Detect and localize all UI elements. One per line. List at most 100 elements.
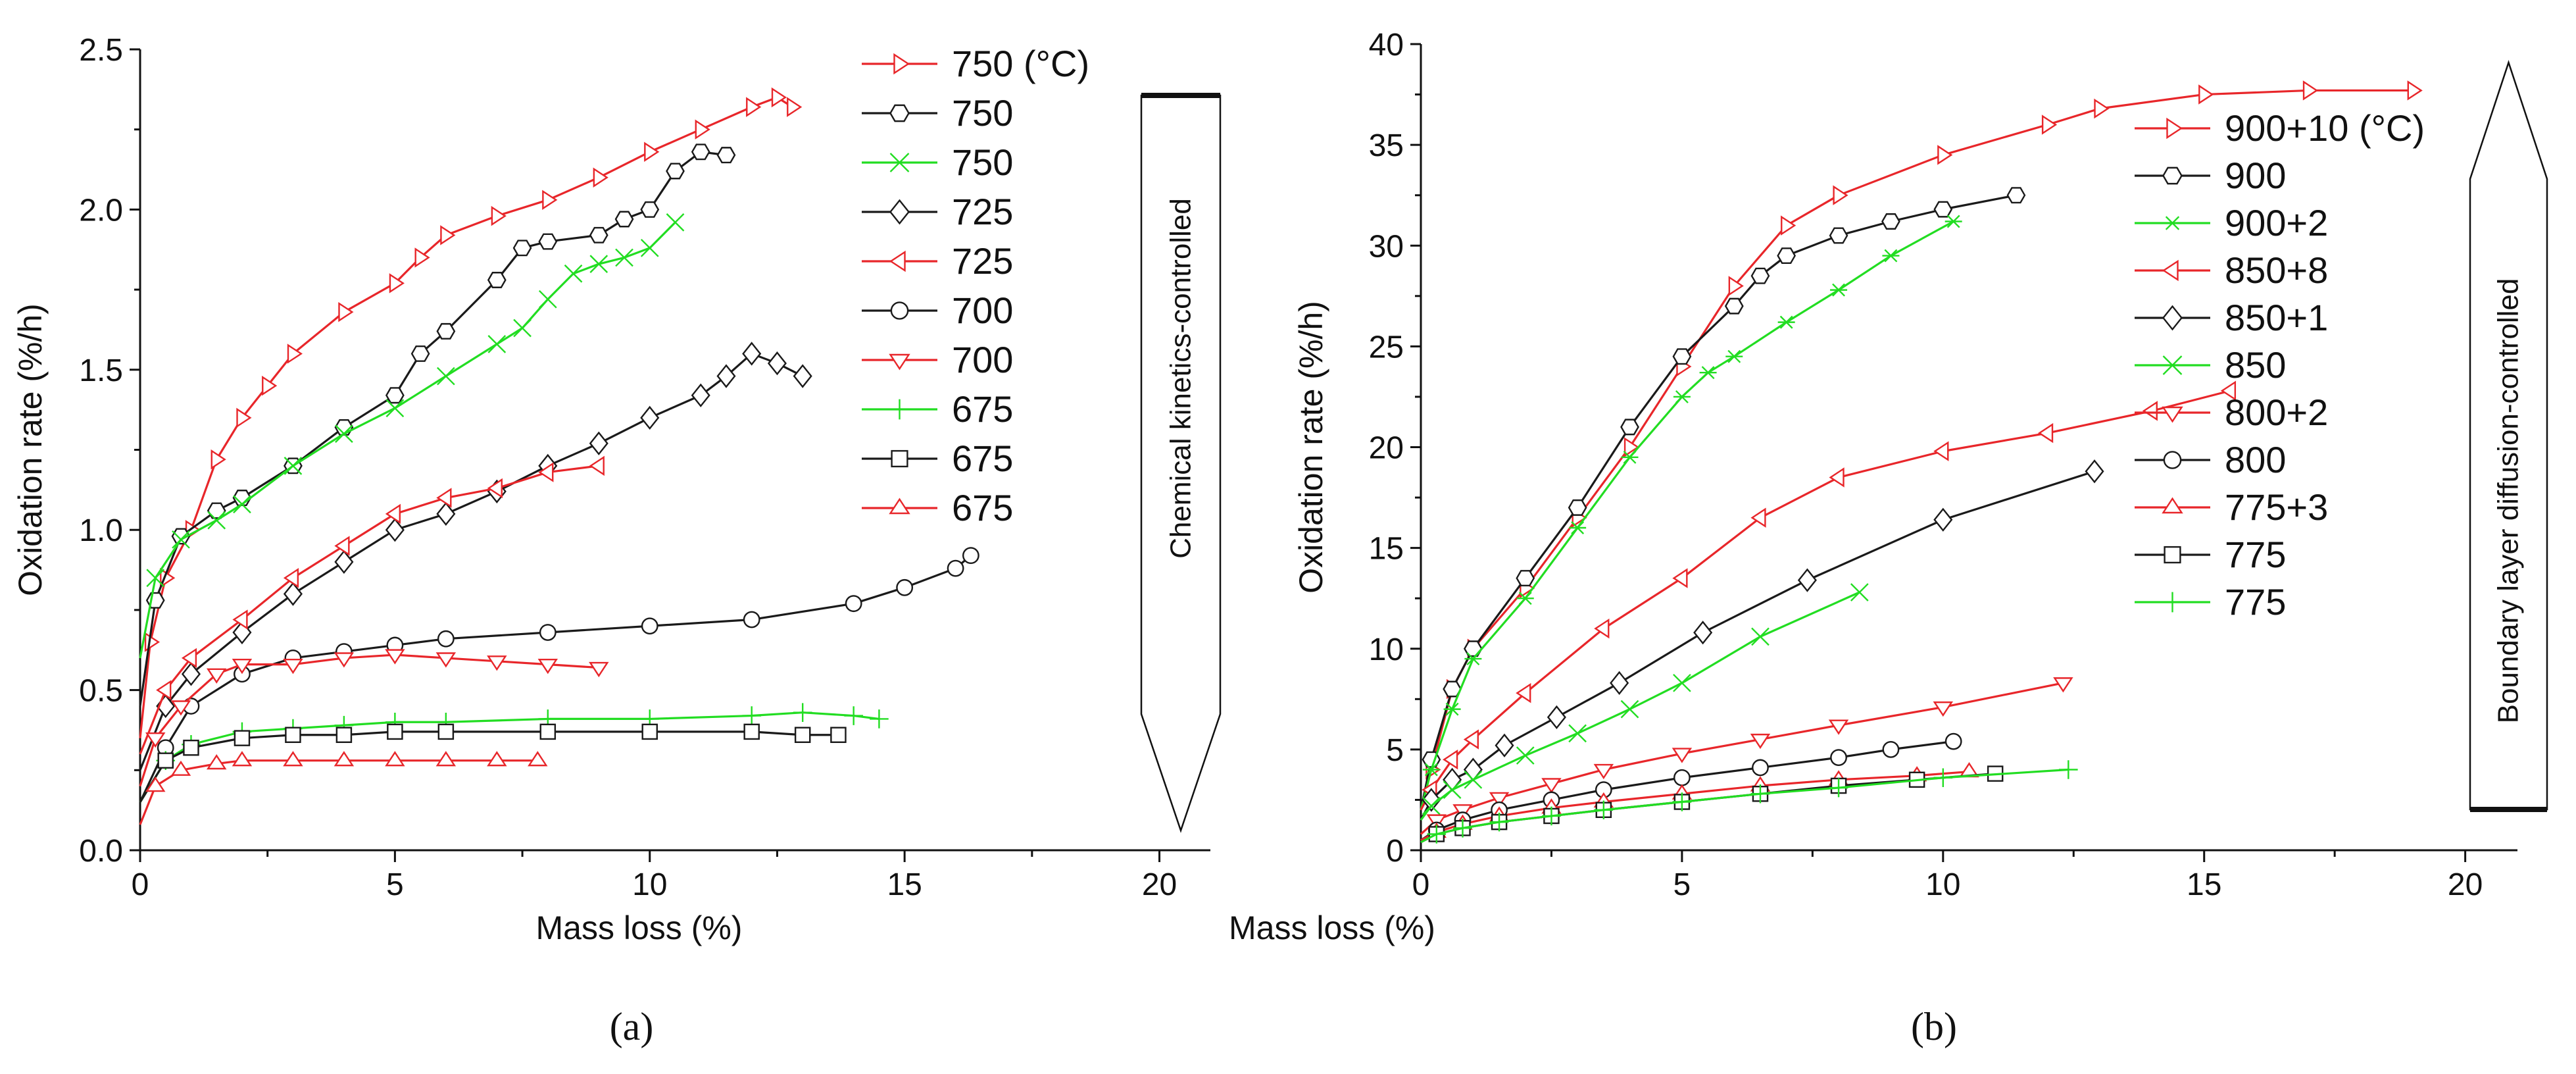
data-point — [487, 751, 507, 767]
data-point — [564, 264, 583, 283]
data-point — [1443, 702, 1461, 716]
data-point — [232, 659, 253, 675]
legend-marker — [2162, 166, 2183, 185]
y-tick-label: 10 — [1369, 632, 1404, 667]
data-point — [589, 455, 605, 476]
data-point — [742, 342, 762, 366]
y-tick-label: 15 — [1369, 532, 1404, 567]
legend-marker — [889, 250, 906, 272]
panel-a-chart: 0 5 10 15 20 0.0 0.5 1.0 1.5 2.0 2.5 Mass loss (%) O… — [12, 33, 1222, 946]
legend-label: 700 — [952, 339, 1013, 380]
data-point — [537, 659, 558, 675]
data-point — [1623, 437, 1640, 457]
series-10 — [1420, 765, 2004, 844]
data-point — [1516, 592, 1534, 605]
legend-label: 800+2 — [2225, 392, 2328, 433]
series-8 — [1420, 732, 1962, 842]
legend-label: 675 — [952, 388, 1013, 430]
series-3 — [139, 213, 685, 659]
data-point — [236, 407, 252, 428]
data-point — [641, 723, 658, 740]
data-point — [435, 751, 457, 767]
series-line — [1420, 194, 2017, 811]
legend-marker — [2162, 259, 2179, 282]
y-tick-label: 30 — [1369, 229, 1404, 264]
data-point — [207, 511, 226, 530]
data-point — [666, 213, 685, 232]
legend-label: 850 — [2225, 344, 2286, 386]
data-point — [2198, 84, 2214, 105]
data-point — [513, 319, 532, 338]
data-point — [542, 190, 558, 211]
y-tick-label: 5 — [1386, 733, 1404, 768]
series-9 — [139, 723, 847, 803]
data-point — [181, 662, 201, 686]
data-point — [767, 351, 787, 376]
data-point — [2006, 187, 2026, 204]
data-point — [491, 205, 507, 226]
data-point — [1568, 724, 1587, 743]
data-point — [1463, 729, 1479, 750]
series-line — [139, 653, 599, 787]
data-point — [1777, 247, 1796, 265]
data-point — [1750, 267, 1770, 284]
data-point — [666, 163, 685, 180]
data-point — [283, 567, 299, 588]
series-line — [139, 96, 793, 738]
series-1 — [139, 87, 803, 738]
data-point — [334, 751, 355, 767]
data-point — [1828, 719, 1849, 735]
series-5 — [1420, 459, 2104, 821]
panel-a-label: (a) — [610, 1005, 654, 1048]
data-point — [436, 501, 456, 526]
data-point — [414, 247, 430, 268]
legend: 750 (°C) 750 750 725 725 700 700 675 675 675 — [862, 43, 1089, 528]
data-point — [1829, 227, 1848, 244]
series-11 — [1420, 760, 2078, 844]
data-point — [385, 387, 405, 404]
legend-marker — [2162, 355, 2183, 375]
legend-label: 750 — [952, 92, 1013, 134]
legend-label: 900 — [2225, 155, 2286, 196]
data-point — [793, 703, 812, 722]
legend-label: 675 — [952, 438, 1013, 479]
legend-marker — [2162, 497, 2183, 514]
data-point — [640, 405, 660, 430]
data-point — [615, 248, 633, 267]
data-point — [845, 595, 862, 613]
series-7 — [1420, 677, 2073, 835]
y-tick-label: 20 — [1369, 431, 1404, 466]
data-point — [437, 367, 455, 386]
series-line — [1420, 390, 2231, 811]
data-point — [487, 335, 507, 353]
data-point — [743, 723, 760, 740]
data-point — [1724, 297, 1744, 315]
data-point — [771, 87, 787, 108]
data-point — [640, 201, 660, 218]
data-point — [283, 582, 303, 606]
data-point — [1750, 784, 1770, 804]
data-point — [538, 233, 558, 250]
data-point — [389, 273, 405, 294]
y-axis-label: Oxidation rate (%/h) — [12, 303, 49, 596]
legend-label: 900+2 — [2225, 202, 2328, 243]
data-point — [1542, 806, 1561, 826]
data-point — [211, 449, 226, 470]
data-point — [1489, 812, 1509, 832]
data-point — [334, 536, 350, 556]
data-point — [538, 462, 554, 482]
data-point — [1829, 467, 1845, 488]
data-point — [1833, 185, 1848, 205]
x-tick-label: 15 — [887, 867, 922, 902]
data-point — [1693, 621, 1713, 645]
x-tick-label: 10 — [632, 867, 667, 902]
panel-b-chart: 0 5 10 15 20 0 5 10 15 20 25 30 35 40 Mass loss (%) Oxi… — [1229, 28, 2548, 946]
data-point — [1495, 733, 1514, 757]
data-point — [1777, 315, 1795, 329]
data-point — [716, 147, 736, 164]
data-point — [2302, 80, 2319, 101]
data-point — [234, 730, 251, 746]
series-line — [139, 759, 538, 825]
data-point — [1541, 778, 1562, 794]
data-point — [1751, 627, 1770, 646]
